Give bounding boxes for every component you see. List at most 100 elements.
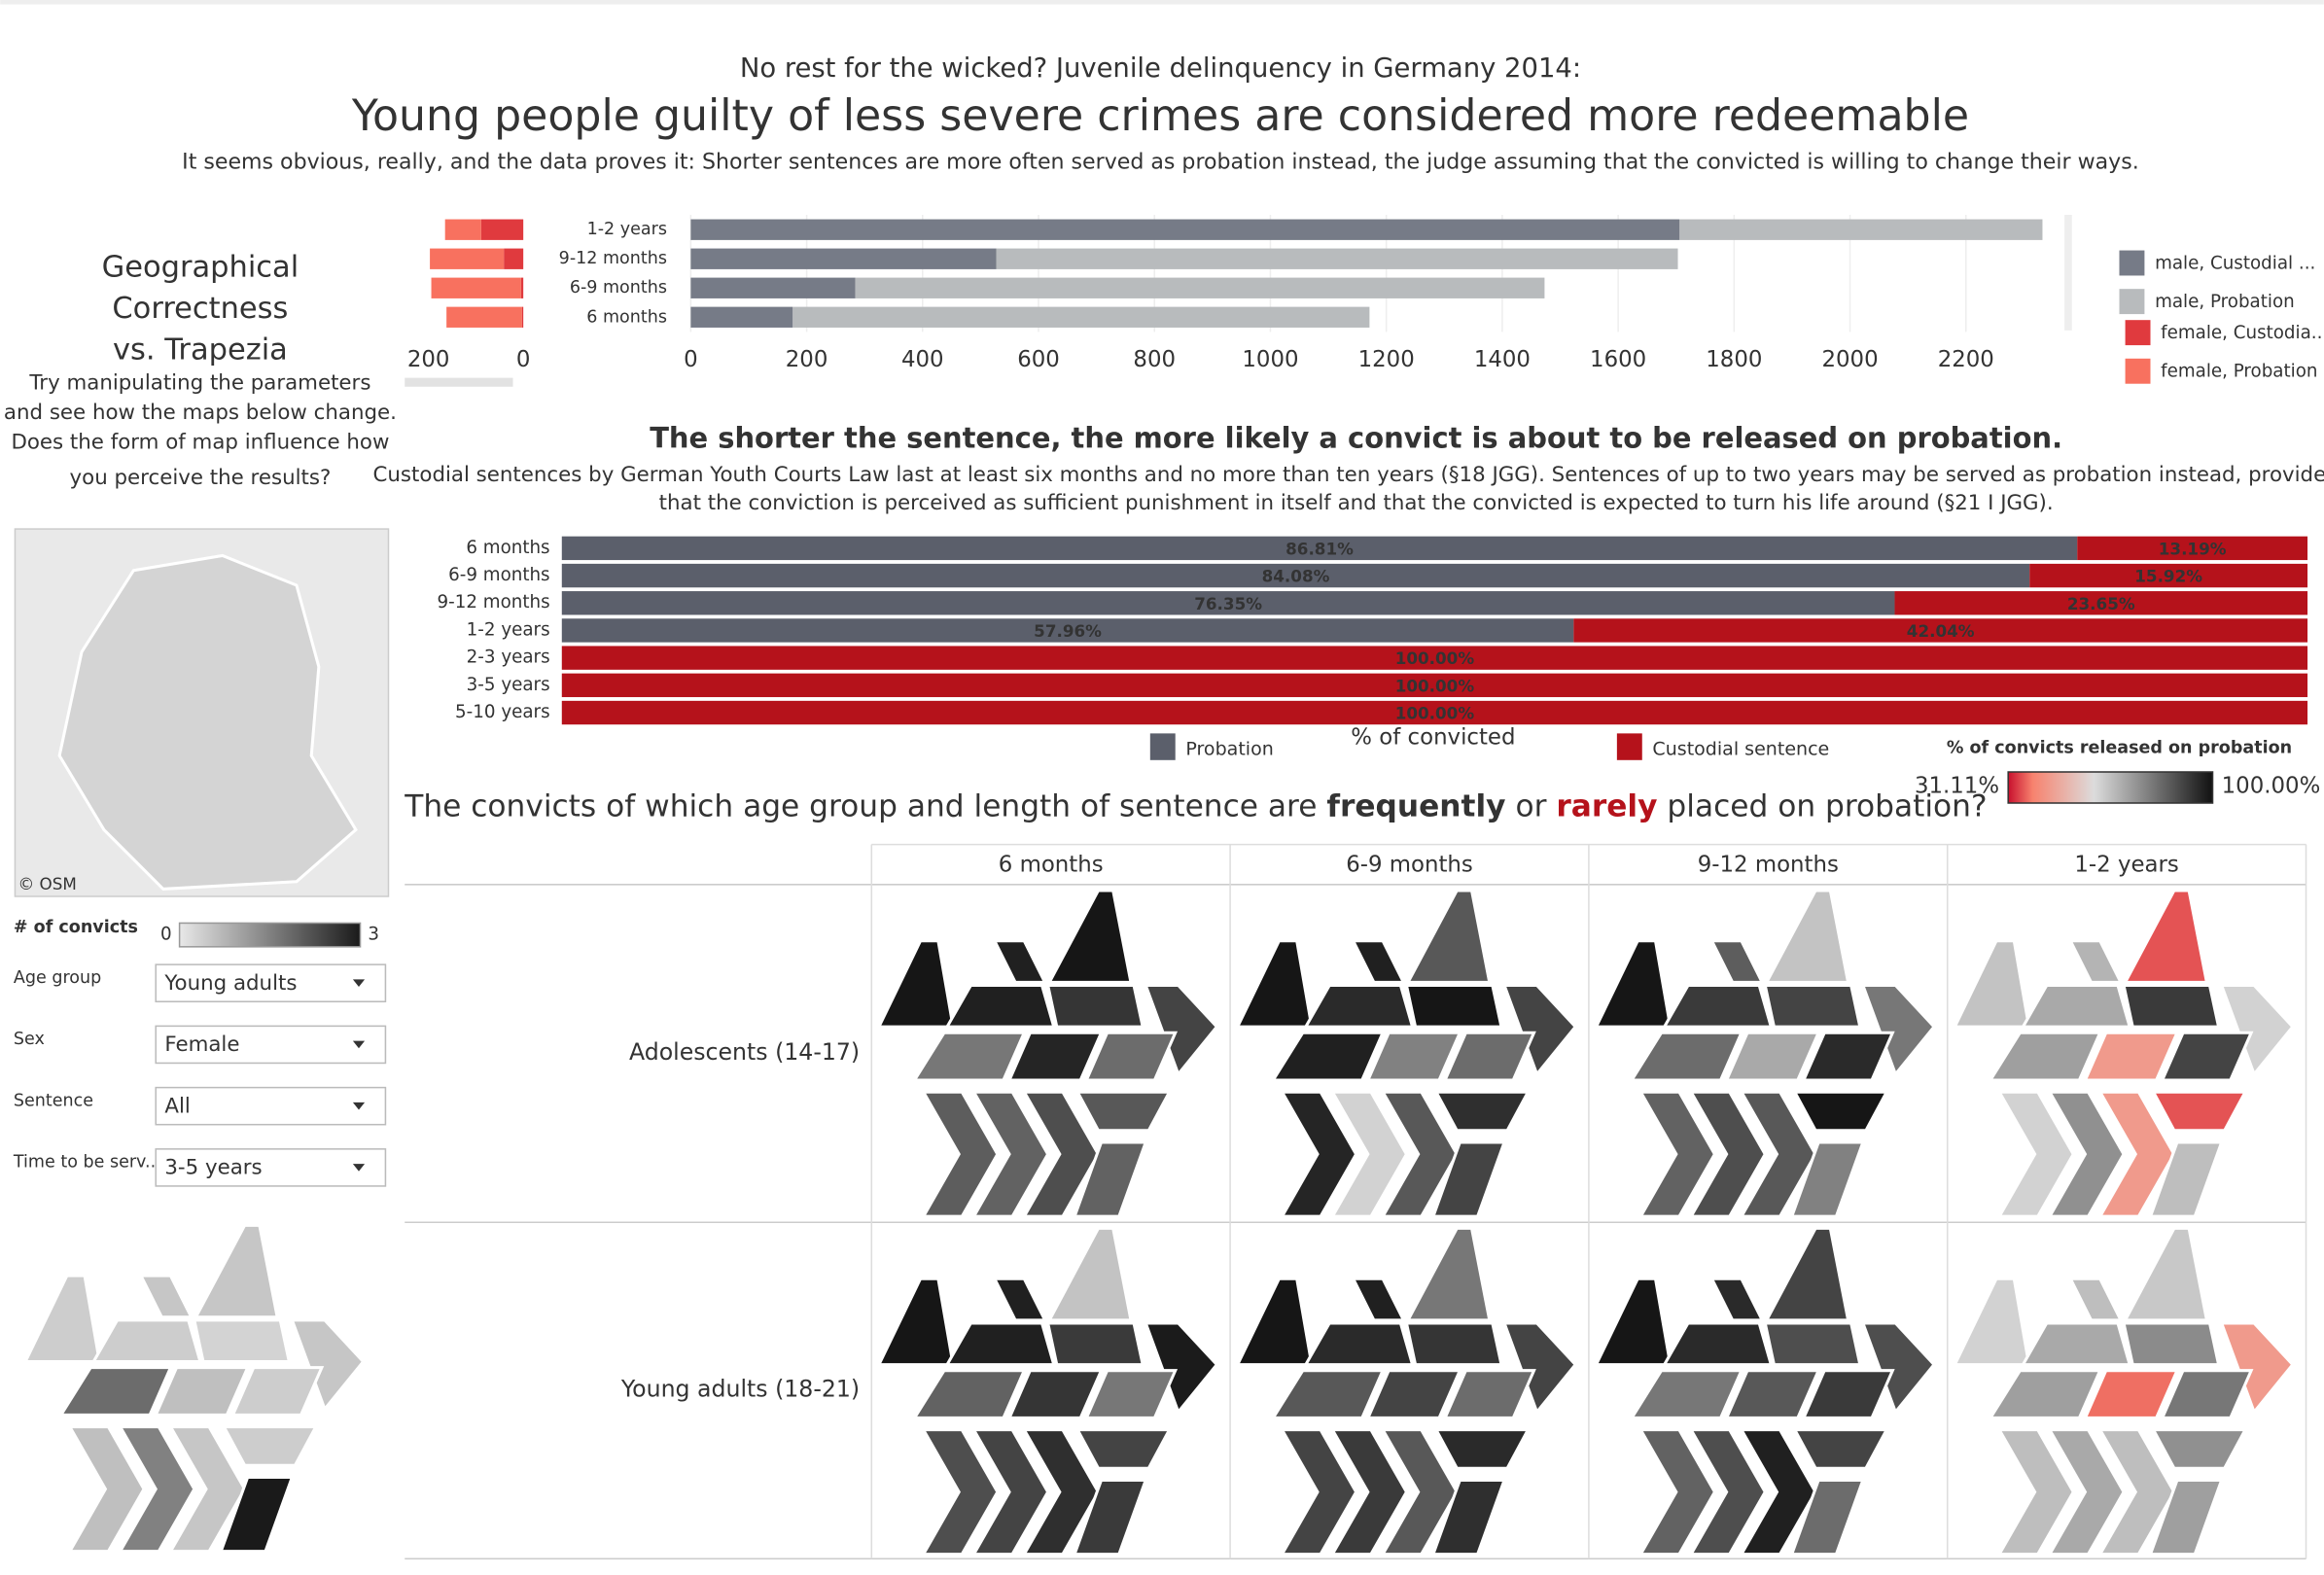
map-tile: [944, 983, 1056, 1029]
color-legend-label: 31.11%: [1915, 774, 1999, 799]
map-tile: [230, 1366, 325, 1417]
x-tick-label: 400: [901, 347, 944, 372]
map-tile: [2122, 1321, 2221, 1367]
category-label: 9-12 months: [559, 249, 667, 268]
category-label: 2-3 years: [467, 648, 550, 668]
x-tick-label: 1400: [1474, 347, 1531, 372]
bar-segment: [561, 673, 2308, 698]
filter-label: Age group: [14, 968, 101, 988]
bar-segment: [561, 536, 2078, 561]
map-tile: [1662, 1321, 1774, 1367]
value-label: 15.92%: [2134, 567, 2202, 586]
sidebar-text: and see how the maps below change.: [4, 401, 397, 425]
map-tile: [1792, 1090, 1889, 1133]
legend-label: male, Probation: [2155, 292, 2295, 312]
bar-segment: [996, 248, 1678, 269]
map-tile: [57, 1366, 173, 1417]
dropdown-box: [155, 1148, 387, 1187]
bar-segment: [690, 248, 997, 269]
map-tile: [22, 1274, 102, 1364]
x-axis-label: % of convicted: [1351, 724, 1515, 750]
chart-subtitle: Custodial sentences by German Youth Cour…: [373, 463, 2324, 487]
value-label: 42.04%: [1907, 621, 1975, 641]
map-tile: [67, 1425, 146, 1554]
map-tile: [2123, 889, 2209, 984]
map-tile: [1637, 1090, 1717, 1218]
title-part: rarely: [1556, 789, 1657, 824]
map-tile: [1594, 1277, 1673, 1367]
map-tile: [1072, 1478, 1148, 1557]
legend-label: Probation: [1185, 739, 1273, 760]
map-tile: [138, 1274, 194, 1319]
map-tile: [1688, 1090, 1768, 1218]
map-tile: [1442, 1031, 1536, 1082]
color-legend-title: # of convicts: [14, 918, 138, 937]
germany-shape: [57, 553, 358, 891]
filter-dropdown[interactable]: All: [155, 1086, 387, 1126]
map-tile: [1351, 939, 1406, 984]
map-tile: [1763, 983, 1862, 1029]
map-tile: [2047, 1090, 2126, 1218]
category-label: 6 months: [466, 538, 549, 558]
x-tick-label: 1200: [1358, 347, 1415, 372]
map-tile: [1688, 1428, 1768, 1557]
map-tile: [1594, 939, 1673, 1029]
x-tick-label: 600: [1017, 347, 1060, 372]
map-tile: [1235, 939, 1314, 1029]
map-credit: © OSM: [18, 874, 76, 893]
map-tile: [1430, 1140, 1507, 1218]
map-tile: [1952, 1277, 2031, 1367]
dropdown-value: Female: [164, 1032, 239, 1057]
map-tile: [1988, 1369, 2103, 1419]
map-tile: [1430, 1478, 1507, 1557]
map-tile: [1629, 1369, 1744, 1419]
map-tile: [1380, 1090, 1460, 1218]
subtitle: It seems obvious, really, and the data p…: [182, 150, 2139, 175]
map-tile: [221, 1425, 319, 1467]
sidebar-text: Does the form of map influence how: [11, 431, 389, 455]
map-tile: [1351, 1277, 1406, 1322]
color-legend-title: % of convicts released on probation: [1947, 739, 2292, 758]
chart-title: The shorter the sentence, the more likel…: [650, 422, 2062, 455]
map-tile: [1724, 1031, 1821, 1082]
map-tile: [1996, 1428, 2076, 1557]
x-tick-label: 2000: [1821, 347, 1878, 372]
x-tick-label: 1800: [1706, 347, 1762, 372]
map-tile: [1303, 1321, 1415, 1367]
legend-label: male, Custodial ...: [2155, 253, 2315, 273]
map-tile: [1801, 1369, 1895, 1419]
filter-dropdown[interactable]: 3-5 years: [155, 1148, 387, 1187]
map-tile: [921, 1428, 1000, 1557]
map-tile: [219, 1475, 295, 1554]
value-label: 23.65%: [2067, 594, 2135, 613]
dropdown-value: Young adults: [163, 971, 297, 996]
map-tile: [1739, 1428, 1817, 1557]
sidebar-title: Correctness: [112, 292, 288, 326]
map-tile: [1365, 1031, 1462, 1082]
map-tile: [1637, 1428, 1717, 1557]
filter-dropdown[interactable]: Young adults: [155, 963, 387, 1002]
category-label: 6 months: [586, 307, 667, 327]
bar-segment: [855, 277, 1545, 298]
bar-segment: [431, 277, 521, 298]
map-tile: [118, 1425, 196, 1554]
category-label: 1-2 years: [467, 619, 550, 640]
map-tile: [1708, 1277, 1765, 1322]
bar-segment: [446, 306, 522, 328]
map-tile: [2067, 939, 2124, 984]
map-tile: [1996, 1090, 2076, 1218]
map-tile: [970, 1428, 1050, 1557]
map-tile: [1329, 1090, 1409, 1218]
map-tile: [1074, 1428, 1173, 1470]
map-tile: [1072, 1140, 1148, 1218]
sidebar-title: vs. Trapezia: [113, 333, 288, 368]
dropdown-arrow: [352, 1102, 366, 1110]
map-tile: [1764, 1226, 1850, 1322]
filter-dropdown[interactable]: Female: [155, 1025, 387, 1065]
category-label: 1-2 years: [587, 220, 667, 239]
map-tile: [1739, 1090, 1817, 1218]
bar-segment: [520, 277, 524, 298]
map-tile: [1792, 1428, 1889, 1470]
map-tile: [1763, 1321, 1862, 1367]
